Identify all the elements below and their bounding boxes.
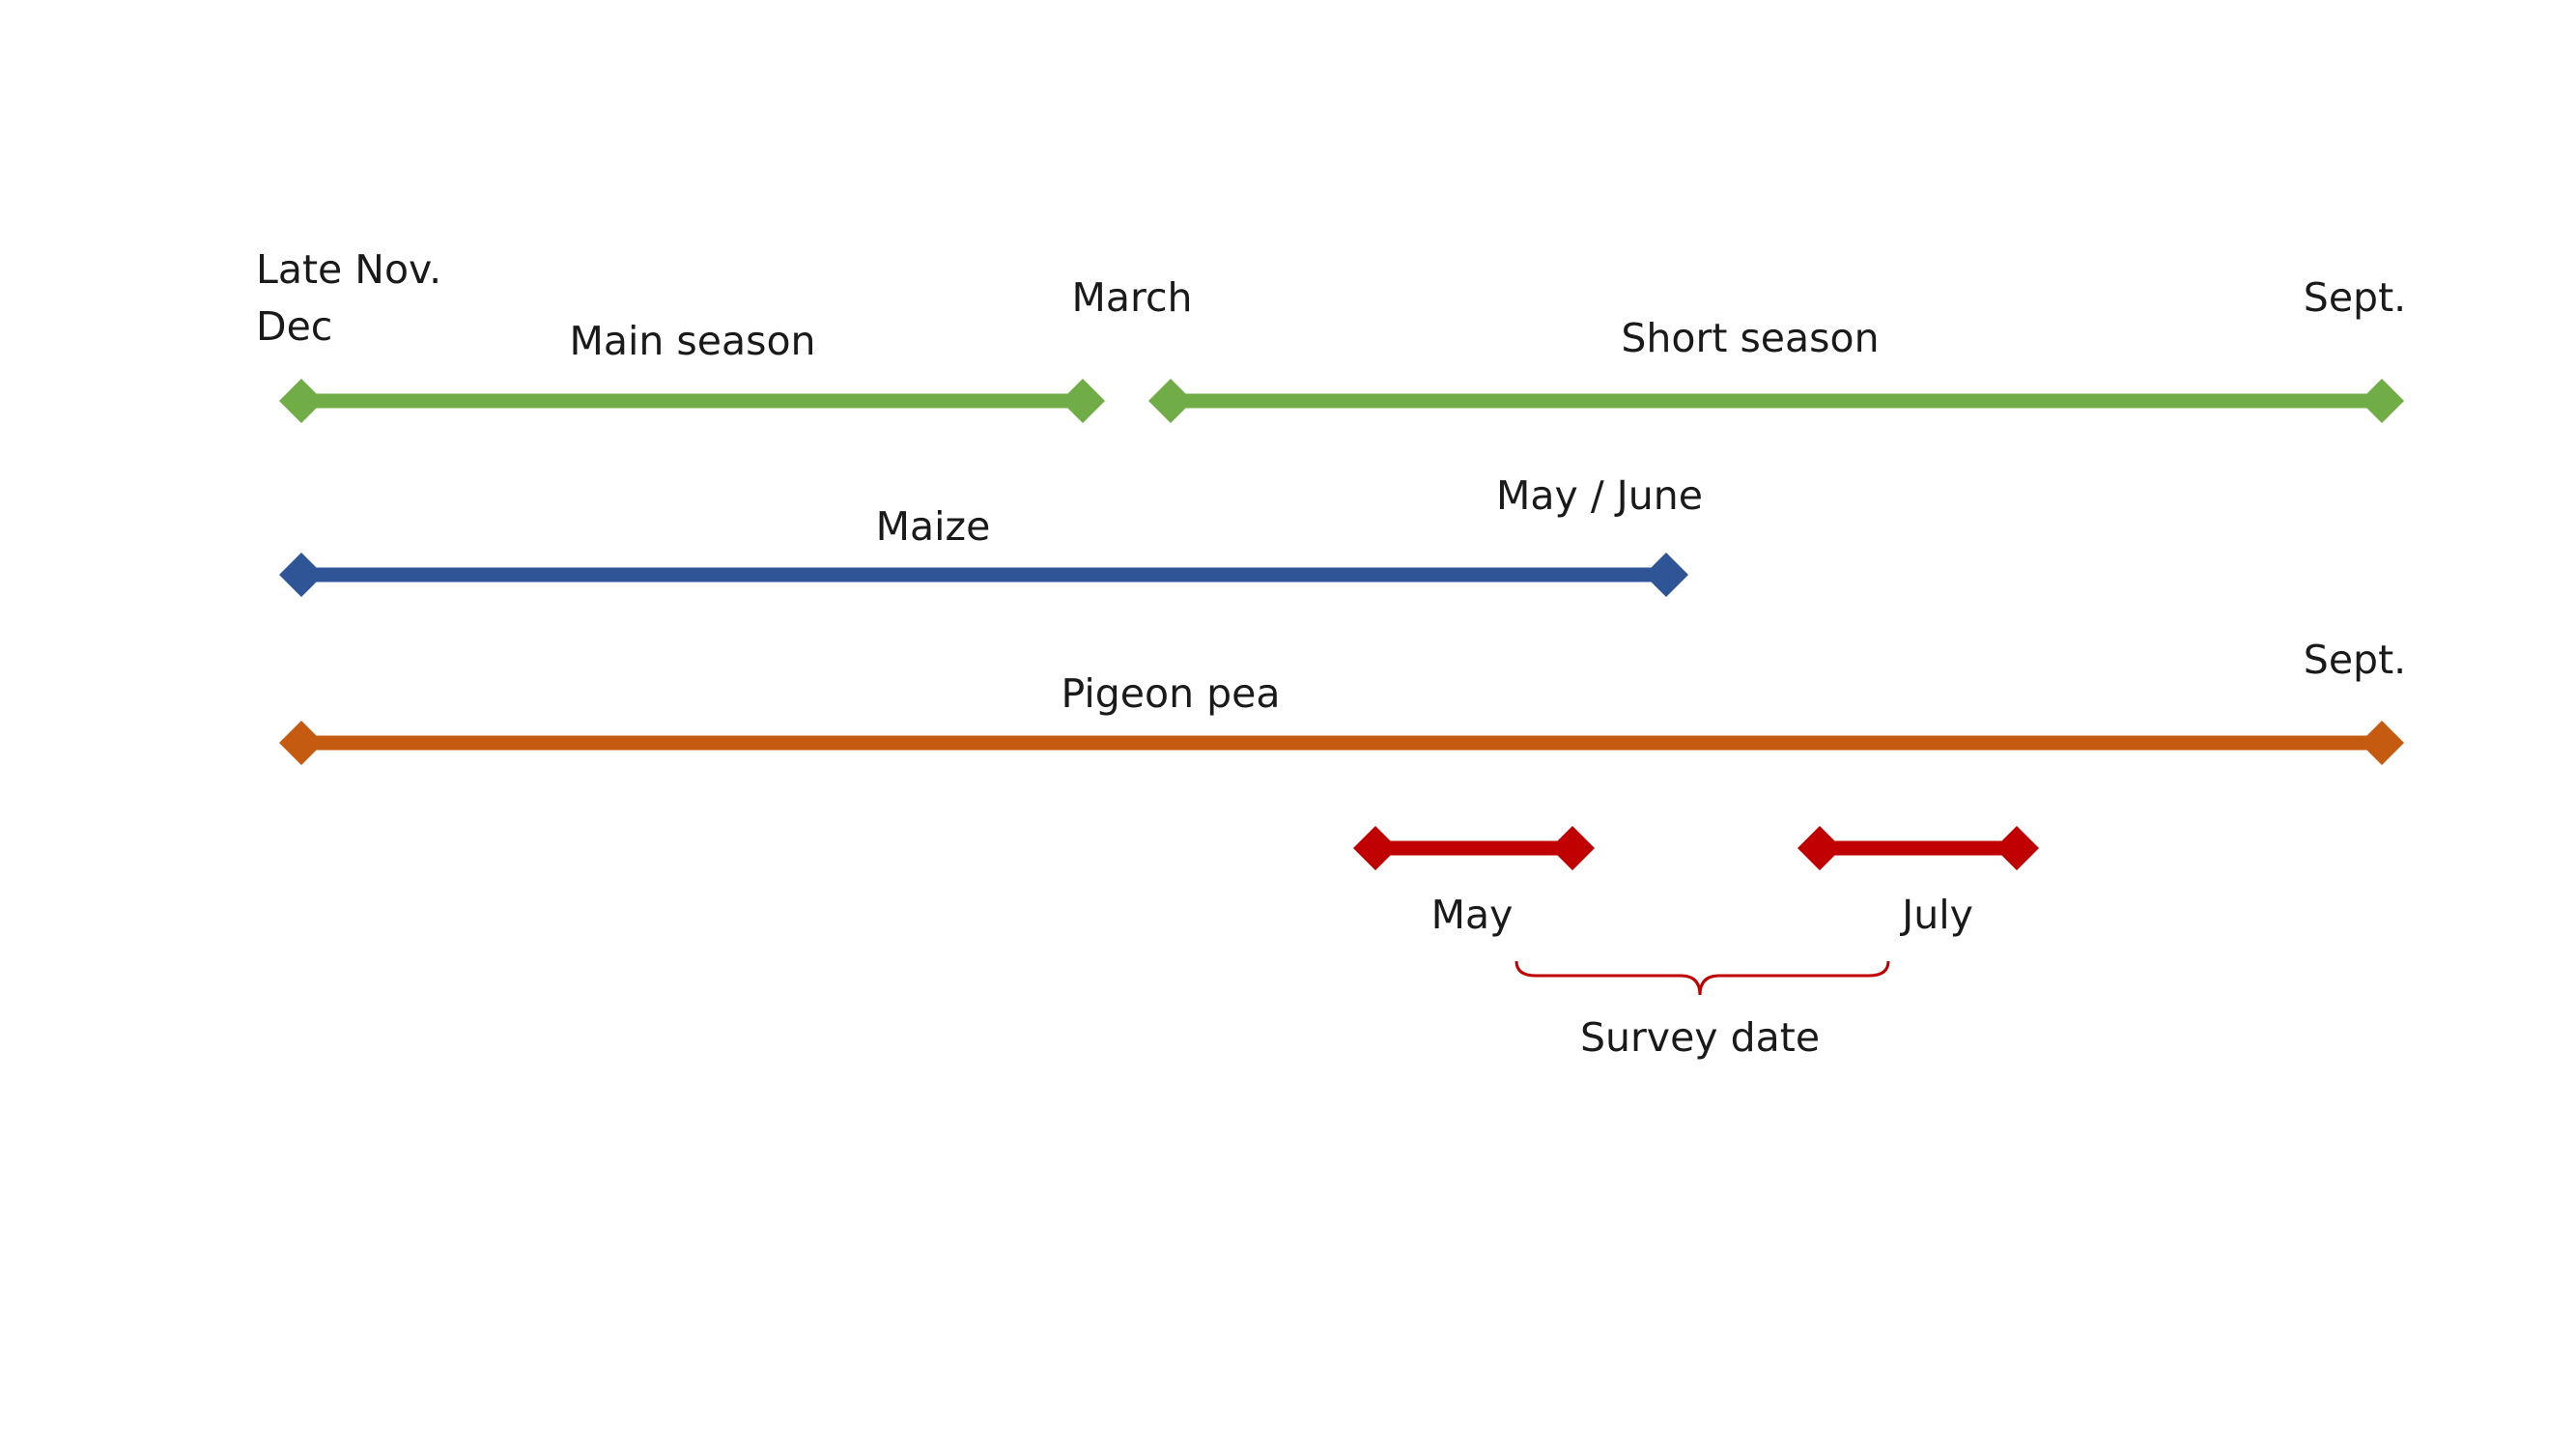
main-season-bar <box>279 379 1105 423</box>
short-season-end-diamond <box>2360 379 2404 423</box>
may-label: May <box>1431 892 1514 938</box>
late-nov-label: Late Nov. <box>256 246 441 293</box>
maize-bar <box>279 553 1688 597</box>
survey-may-start-diamond <box>1353 826 1398 870</box>
sept-top-label: Sept. <box>2304 274 2406 321</box>
maize-end-diamond <box>1644 553 1688 597</box>
main-season-label: Main season <box>569 318 815 364</box>
main-season-start-diamond <box>279 379 324 423</box>
sept-pigeon-label: Sept. <box>2304 637 2406 683</box>
pigeon-pea-start-diamond <box>279 721 324 765</box>
survey-date-brace <box>1514 960 1890 996</box>
pigeon-pea-label: Pigeon pea <box>1062 670 1281 717</box>
survey-may-end-diamond <box>1550 826 1595 870</box>
dec-label: Dec <box>256 303 332 350</box>
maize-start-diamond <box>279 553 324 597</box>
survey-july-end-diamond <box>1995 826 2039 870</box>
survey-july-bar <box>1798 826 2039 870</box>
july-label: July <box>1899 892 1973 938</box>
survey-july-start-diamond <box>1798 826 1842 870</box>
maize-label: Maize <box>876 503 991 550</box>
short-season-bar <box>1148 379 2404 423</box>
pigeon-pea-end-diamond <box>2360 721 2404 765</box>
short-season-label: Short season <box>1621 315 1879 361</box>
main-season-end-diamond <box>1061 379 1105 423</box>
survey-may-bar <box>1353 826 1595 870</box>
survey-date-label: Survey date <box>1580 1014 1820 1061</box>
short-season-start-diamond <box>1148 379 1193 423</box>
march-label: March <box>1072 274 1193 321</box>
pigeon-pea-bar <box>279 721 2404 765</box>
may-june-label: May / June <box>1496 472 1703 519</box>
